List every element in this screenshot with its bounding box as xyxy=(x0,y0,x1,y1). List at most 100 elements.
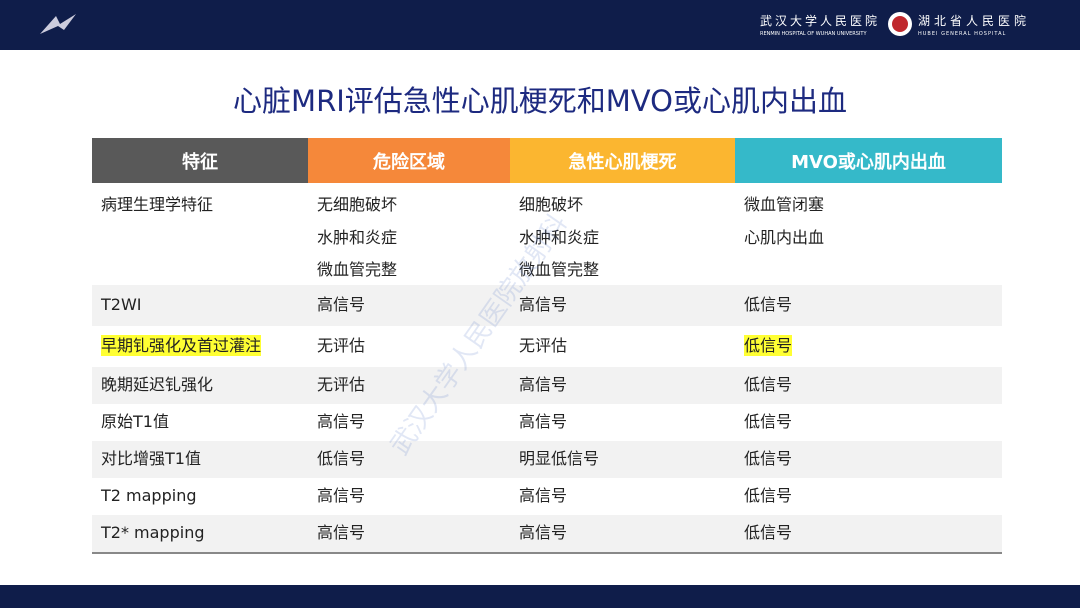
cell-text: 高信号 xyxy=(519,517,735,550)
cell-text: 高信号 xyxy=(317,517,510,550)
table-cell: 对比增强T1值 xyxy=(92,443,308,476)
table-cell: 明显低信号 xyxy=(510,443,735,476)
cell-text: 低信号 xyxy=(744,443,1002,476)
cell-text: T2* mapping xyxy=(101,517,308,550)
text: 低信号 xyxy=(744,486,793,506)
cell-text: 无评估 xyxy=(317,330,510,363)
table-cell: T2WI xyxy=(92,289,308,322)
cell-text: 微血管完整 xyxy=(519,254,735,287)
cell-text: 细胞破坏 xyxy=(519,189,735,222)
text: 微血管完整 xyxy=(519,260,600,279)
text: 高信号 xyxy=(519,295,568,315)
table-cell: 低信号 xyxy=(735,289,1002,322)
table-cell: 微血管闭塞心肌内出血 xyxy=(735,189,1002,254)
cell-text: 高信号 xyxy=(519,369,735,402)
table-cell: T2* mapping xyxy=(92,517,308,550)
table-cell: 低信号 xyxy=(735,406,1002,439)
column-header: MVO或心肌内出血 xyxy=(735,138,1002,183)
table-row xyxy=(92,183,1002,285)
table-cell: 病理生理学特征 xyxy=(92,189,308,222)
text: T2WI xyxy=(101,295,142,315)
text: 低信号 xyxy=(744,295,793,315)
table-row xyxy=(92,478,1002,515)
text: 微血管闭塞 xyxy=(744,195,825,214)
cell-text: 心肌内出血 xyxy=(744,222,1002,255)
table-cell: 早期钆强化及首过灌注 xyxy=(92,330,308,363)
table-cell: T2 mapping xyxy=(92,480,308,513)
table-cell: 高信号 xyxy=(308,406,510,439)
top-banner: 武汉大学人民医院 RENMIN HOSPITAL OF WUHAN UNIVER… xyxy=(0,0,1080,50)
table-row xyxy=(92,404,1002,441)
text: 微血管完整 xyxy=(317,260,398,279)
text: 高信号 xyxy=(519,412,568,432)
cell-text: 对比增强T1值 xyxy=(101,443,308,476)
table-cell: 低信号 xyxy=(735,369,1002,402)
text: 高信号 xyxy=(317,486,366,506)
cell-text: 微血管完整 xyxy=(317,254,510,287)
text: 心肌内出血 xyxy=(744,227,825,247)
cell-text: 病理生理学特征 xyxy=(101,189,308,222)
table-cell: 无评估 xyxy=(308,330,510,363)
text: 低信号 xyxy=(744,375,793,395)
text: T2* mapping xyxy=(101,523,205,543)
cell-text: 原始T1值 xyxy=(101,406,308,439)
hospital-name: 湖北省人民医院 xyxy=(918,14,1031,28)
table-cell: 无评估 xyxy=(308,369,510,402)
cell-text: T2 mapping xyxy=(101,480,308,513)
table-row xyxy=(92,515,1002,552)
table-cell: 高信号 xyxy=(510,480,735,513)
text: 明显低信号 xyxy=(519,449,600,469)
cell-text: 低信号 xyxy=(744,480,1002,513)
cell-text: 水肿和炎症 xyxy=(519,222,735,255)
column-header: 急性心肌梗死 xyxy=(510,138,735,183)
table-row xyxy=(92,441,1002,478)
table-cell: 低信号 xyxy=(735,517,1002,550)
text: 高信号 xyxy=(519,523,568,543)
hospital-logo xyxy=(888,12,912,36)
cell-text: 低信号 xyxy=(744,517,1002,550)
bottom-banner xyxy=(0,585,1080,608)
text: 高信号 xyxy=(317,412,366,432)
hospital-name: 武汉大学人民医院 xyxy=(760,14,881,28)
table-bottom-rule xyxy=(92,552,1002,554)
table-cell: 高信号 xyxy=(308,517,510,550)
table-cell: 晚期延迟钆强化 xyxy=(92,369,308,402)
text: 无评估 xyxy=(317,336,366,356)
text: 原始T1值 xyxy=(101,412,169,432)
table-cell: 低信号 xyxy=(735,443,1002,476)
cell-text: 低信号 xyxy=(744,406,1002,439)
cell-text: 无评估 xyxy=(317,369,510,402)
table-row xyxy=(92,285,1002,326)
table-cell: 高信号 xyxy=(510,517,735,550)
cell-text: 水肿和炎症 xyxy=(317,222,510,255)
table-cell: 无评估 xyxy=(510,330,735,363)
text: 低信号 xyxy=(744,523,793,543)
cell-text: T2WI xyxy=(101,289,308,322)
slide-title: 心脏MRI评估急性心肌梗死和MVO或心肌内出血 xyxy=(233,84,847,118)
text: 高信号 xyxy=(519,375,568,395)
cell-text: 高信号 xyxy=(317,289,510,322)
cell-text: 高信号 xyxy=(317,480,510,513)
table-cell: 原始T1值 xyxy=(92,406,308,439)
table-cell: 低信号 xyxy=(735,480,1002,513)
text: 低信号 xyxy=(744,449,793,469)
text: 高信号 xyxy=(317,523,366,543)
cell-text: 低信号 xyxy=(744,369,1002,402)
text: 低信号 xyxy=(744,335,793,357)
text: 高信号 xyxy=(317,295,366,315)
text: 高信号 xyxy=(519,486,568,506)
table-cell: 高信号 xyxy=(510,369,735,402)
text: T2 mapping xyxy=(101,486,197,506)
hospital-name-en: RENMIN HOSPITAL OF WUHAN UNIVERSITY xyxy=(760,31,867,37)
table-cell: 无细胞破坏水肿和炎症微血管完整 xyxy=(308,189,510,287)
text: 水肿和炎症 xyxy=(519,227,600,247)
text: 无评估 xyxy=(317,375,366,395)
text: 晚期延迟钆强化 xyxy=(101,375,214,395)
hospital-name-en: HUBEI GENERAL HOSPITAL xyxy=(918,31,1007,37)
text: 无细胞破坏 xyxy=(317,195,398,214)
table-cell: 细胞破坏水肿和炎症微血管完整 xyxy=(510,189,735,287)
cell-text: 微血管闭塞 xyxy=(744,189,1002,222)
cell-text: 高信号 xyxy=(519,480,735,513)
column-header: 特征 xyxy=(92,138,308,183)
